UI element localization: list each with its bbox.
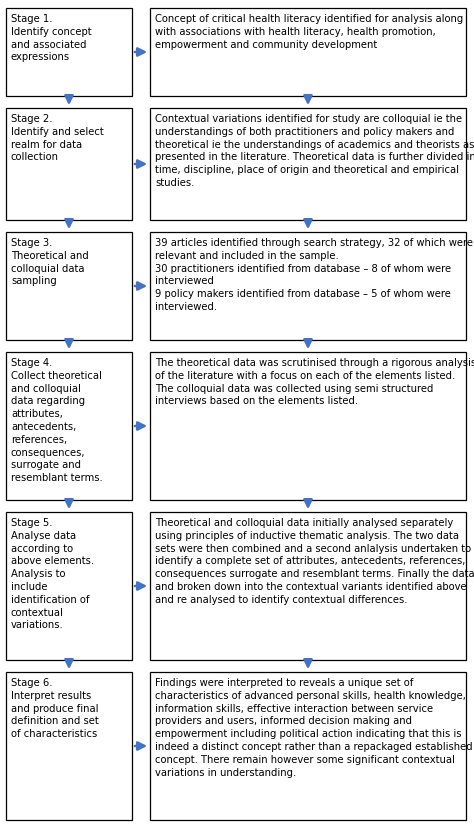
Bar (150, 232, 466, 340)
Bar (150, 8, 466, 96)
Bar (150, 512, 466, 660)
Bar (150, 352, 466, 500)
Bar (6, 232, 132, 340)
Bar (6, 8, 132, 96)
Text: The theoretical data was scrutinised through a rigorous analysis
of the literatu: The theoretical data was scrutinised thr… (155, 358, 474, 406)
Text: Stage 6.
Interpret results
and produce final
definition and set
of characteristi: Stage 6. Interpret results and produce f… (11, 678, 99, 739)
Text: Stage 2.
Identify and select
realm for data
collection: Stage 2. Identify and select realm for d… (11, 114, 104, 163)
Text: 39 articles identified through search strategy, 32 of which were
relevant and in: 39 articles identified through search st… (155, 238, 473, 312)
Bar (6, 672, 132, 820)
Text: Theoretical and colloquial data initially analysed separately
using principles o: Theoretical and colloquial data initiall… (155, 518, 474, 605)
Bar (150, 108, 466, 220)
Bar (150, 672, 466, 820)
Text: Stage 5.
Analyse data
according to
above elements.
Analysis to
include
identific: Stage 5. Analyse data according to above… (11, 518, 94, 630)
Bar (6, 108, 132, 220)
Text: Findings were interpreted to reveals a unique set of
characteristics of advanced: Findings were interpreted to reveals a u… (155, 678, 473, 777)
Text: Stage 1.
Identify concept
and associated
expressions: Stage 1. Identify concept and associated… (11, 14, 91, 63)
Text: Stage 3.
Theoretical and
colloquial data
sampling: Stage 3. Theoretical and colloquial data… (11, 238, 89, 287)
Bar (6, 352, 132, 500)
Text: Contextual variations identified for study are colloquial ie the
understandings : Contextual variations identified for stu… (155, 114, 474, 188)
Text: Concept of critical health literacy identified for analysis along
with associati: Concept of critical health literacy iden… (155, 14, 463, 50)
Bar (6, 512, 132, 660)
Text: Stage 4.
Collect theoretical
and colloquial
data regarding
attributes,
anteceden: Stage 4. Collect theoretical and colloqu… (11, 358, 103, 483)
